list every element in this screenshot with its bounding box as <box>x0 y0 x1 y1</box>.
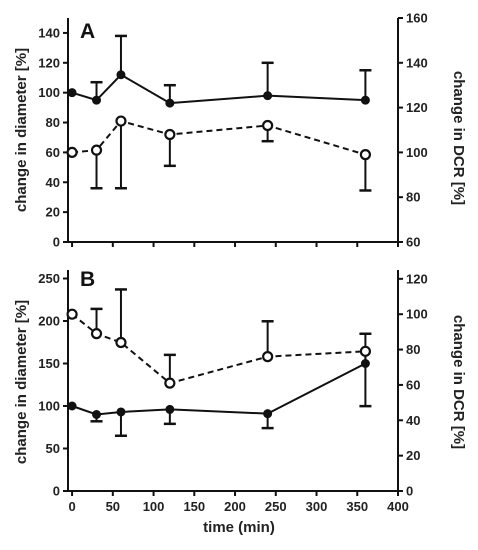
panel-a-left-tick-label: 60 <box>46 145 60 160</box>
x-axis-title: time (min) <box>203 519 275 536</box>
panel-a-right-tick-label: 60 <box>406 235 420 250</box>
panel-a-series-1-point <box>165 98 175 108</box>
panel-b-right-tick-label: 120 <box>406 271 428 286</box>
panel-b-right-tick-label: 0 <box>406 484 413 499</box>
panel-a-right-tick-label: 100 <box>406 145 428 160</box>
panel-b-right-tick-label: 60 <box>406 377 420 392</box>
panel-a-series-1-point <box>263 91 273 101</box>
panel-a-series-1-point <box>92 95 102 105</box>
panel-a-left-tick-label: 0 <box>53 235 60 250</box>
panel-b-left-tick-label: 200 <box>38 314 60 329</box>
panel-a-series-2-point <box>66 146 78 158</box>
panel-b-right-tick-label: 40 <box>406 413 420 428</box>
panel-a-left-tick-label: 140 <box>38 25 60 40</box>
panel-b-x-tick-label: 200 <box>224 499 246 514</box>
panel-b-left-tick-label: 0 <box>53 484 60 499</box>
panel-a-series-2-point <box>164 128 176 141</box>
panel-a: 0 20 40 60 80 100 120 140 60 80 100 120 140 160 <box>38 11 427 250</box>
panel-b-series-2-point <box>262 351 274 363</box>
panel-b-right-tick-label: 100 <box>406 307 428 322</box>
panel-b-x-tick-label: 250 <box>265 499 287 514</box>
panel-a-left-tick-label: 80 <box>46 115 60 130</box>
panel-b-series-2-point <box>359 345 372 357</box>
panel-a-right-tick-label: 80 <box>406 190 420 205</box>
panel-b-series-1-line <box>71 362 366 416</box>
panel-b-series-2-point <box>115 336 127 349</box>
panel-b-series-1-point <box>92 410 102 419</box>
panel-a-left-ylabel: change in diameter [%] <box>13 48 30 212</box>
panel-b-series-2-point <box>90 328 103 340</box>
panel-b-left-tick-label: 250 <box>38 271 60 286</box>
panel-b-left-tick-label: 50 <box>46 441 60 456</box>
panel-b-right-tick-label: 20 <box>406 448 420 463</box>
panel-a-right-tick-label: 120 <box>406 100 428 115</box>
panel-a-right-ylabel: change in DCR [%] <box>450 71 467 205</box>
panel-a-series-1-line <box>71 73 366 105</box>
panel-a-left-tick-label: 20 <box>46 205 60 220</box>
panel-b-left-ylabel: change in diameter [%] <box>13 300 30 464</box>
panel-b-left-tick-label: 100 <box>38 399 60 414</box>
panel-b-series-1-point <box>165 404 175 414</box>
panel-a-series-1-point <box>116 70 126 80</box>
panel-a-series-2-point <box>262 119 274 132</box>
panel-a-series-1-point <box>67 88 77 98</box>
panel-b-x-tick-label: 50 <box>106 499 120 514</box>
panel-b-right-tick-label: 80 <box>406 342 420 357</box>
panel-b: 0 50 100 150 200 250 0 20 40 60 80 100 120 0 50 100 150 2… <box>38 270 428 514</box>
panel-b-series-1-point <box>67 401 77 411</box>
panel-b-series-2-point <box>66 308 78 320</box>
panel-b-left-tick-label: 150 <box>38 356 60 371</box>
panel-a-series-1-point <box>360 95 370 105</box>
panel-a-label: A <box>80 20 95 43</box>
panel-a-right-tick-label: 140 <box>406 55 428 70</box>
panel-a-left-tick-label: 120 <box>38 55 60 70</box>
panel-b-x-tick-label: 350 <box>346 499 368 514</box>
panel-b-x-tick-label: 300 <box>306 499 328 514</box>
panel-b-x-tick-label: 150 <box>183 499 205 514</box>
panel-b-series-1-point <box>116 407 126 417</box>
panel-b-right-ylabel: change in DCR [%] <box>450 315 467 449</box>
panel-a-series-2-line <box>71 119 366 156</box>
panel-a-series-2-point <box>115 115 127 127</box>
panel-a-series-2-point <box>359 149 372 161</box>
panel-a-right-tick-label: 160 <box>406 11 428 26</box>
panel-b-series-2-line <box>71 313 366 385</box>
panel-b-label: B <box>80 268 95 291</box>
panel-b-x-tick-label: 100 <box>143 499 165 514</box>
panel-a-series-2-point <box>90 144 103 156</box>
panel-b-x-tick-label: 0 <box>68 499 75 514</box>
panel-a-left-tick-label: 40 <box>46 175 60 190</box>
panel-a-left-tick-label: 100 <box>38 85 60 100</box>
panel-b-series-2-point <box>164 377 176 389</box>
panel-b-series-1-point <box>263 409 273 419</box>
panel-b-x-tick-label: 400 <box>387 499 409 514</box>
